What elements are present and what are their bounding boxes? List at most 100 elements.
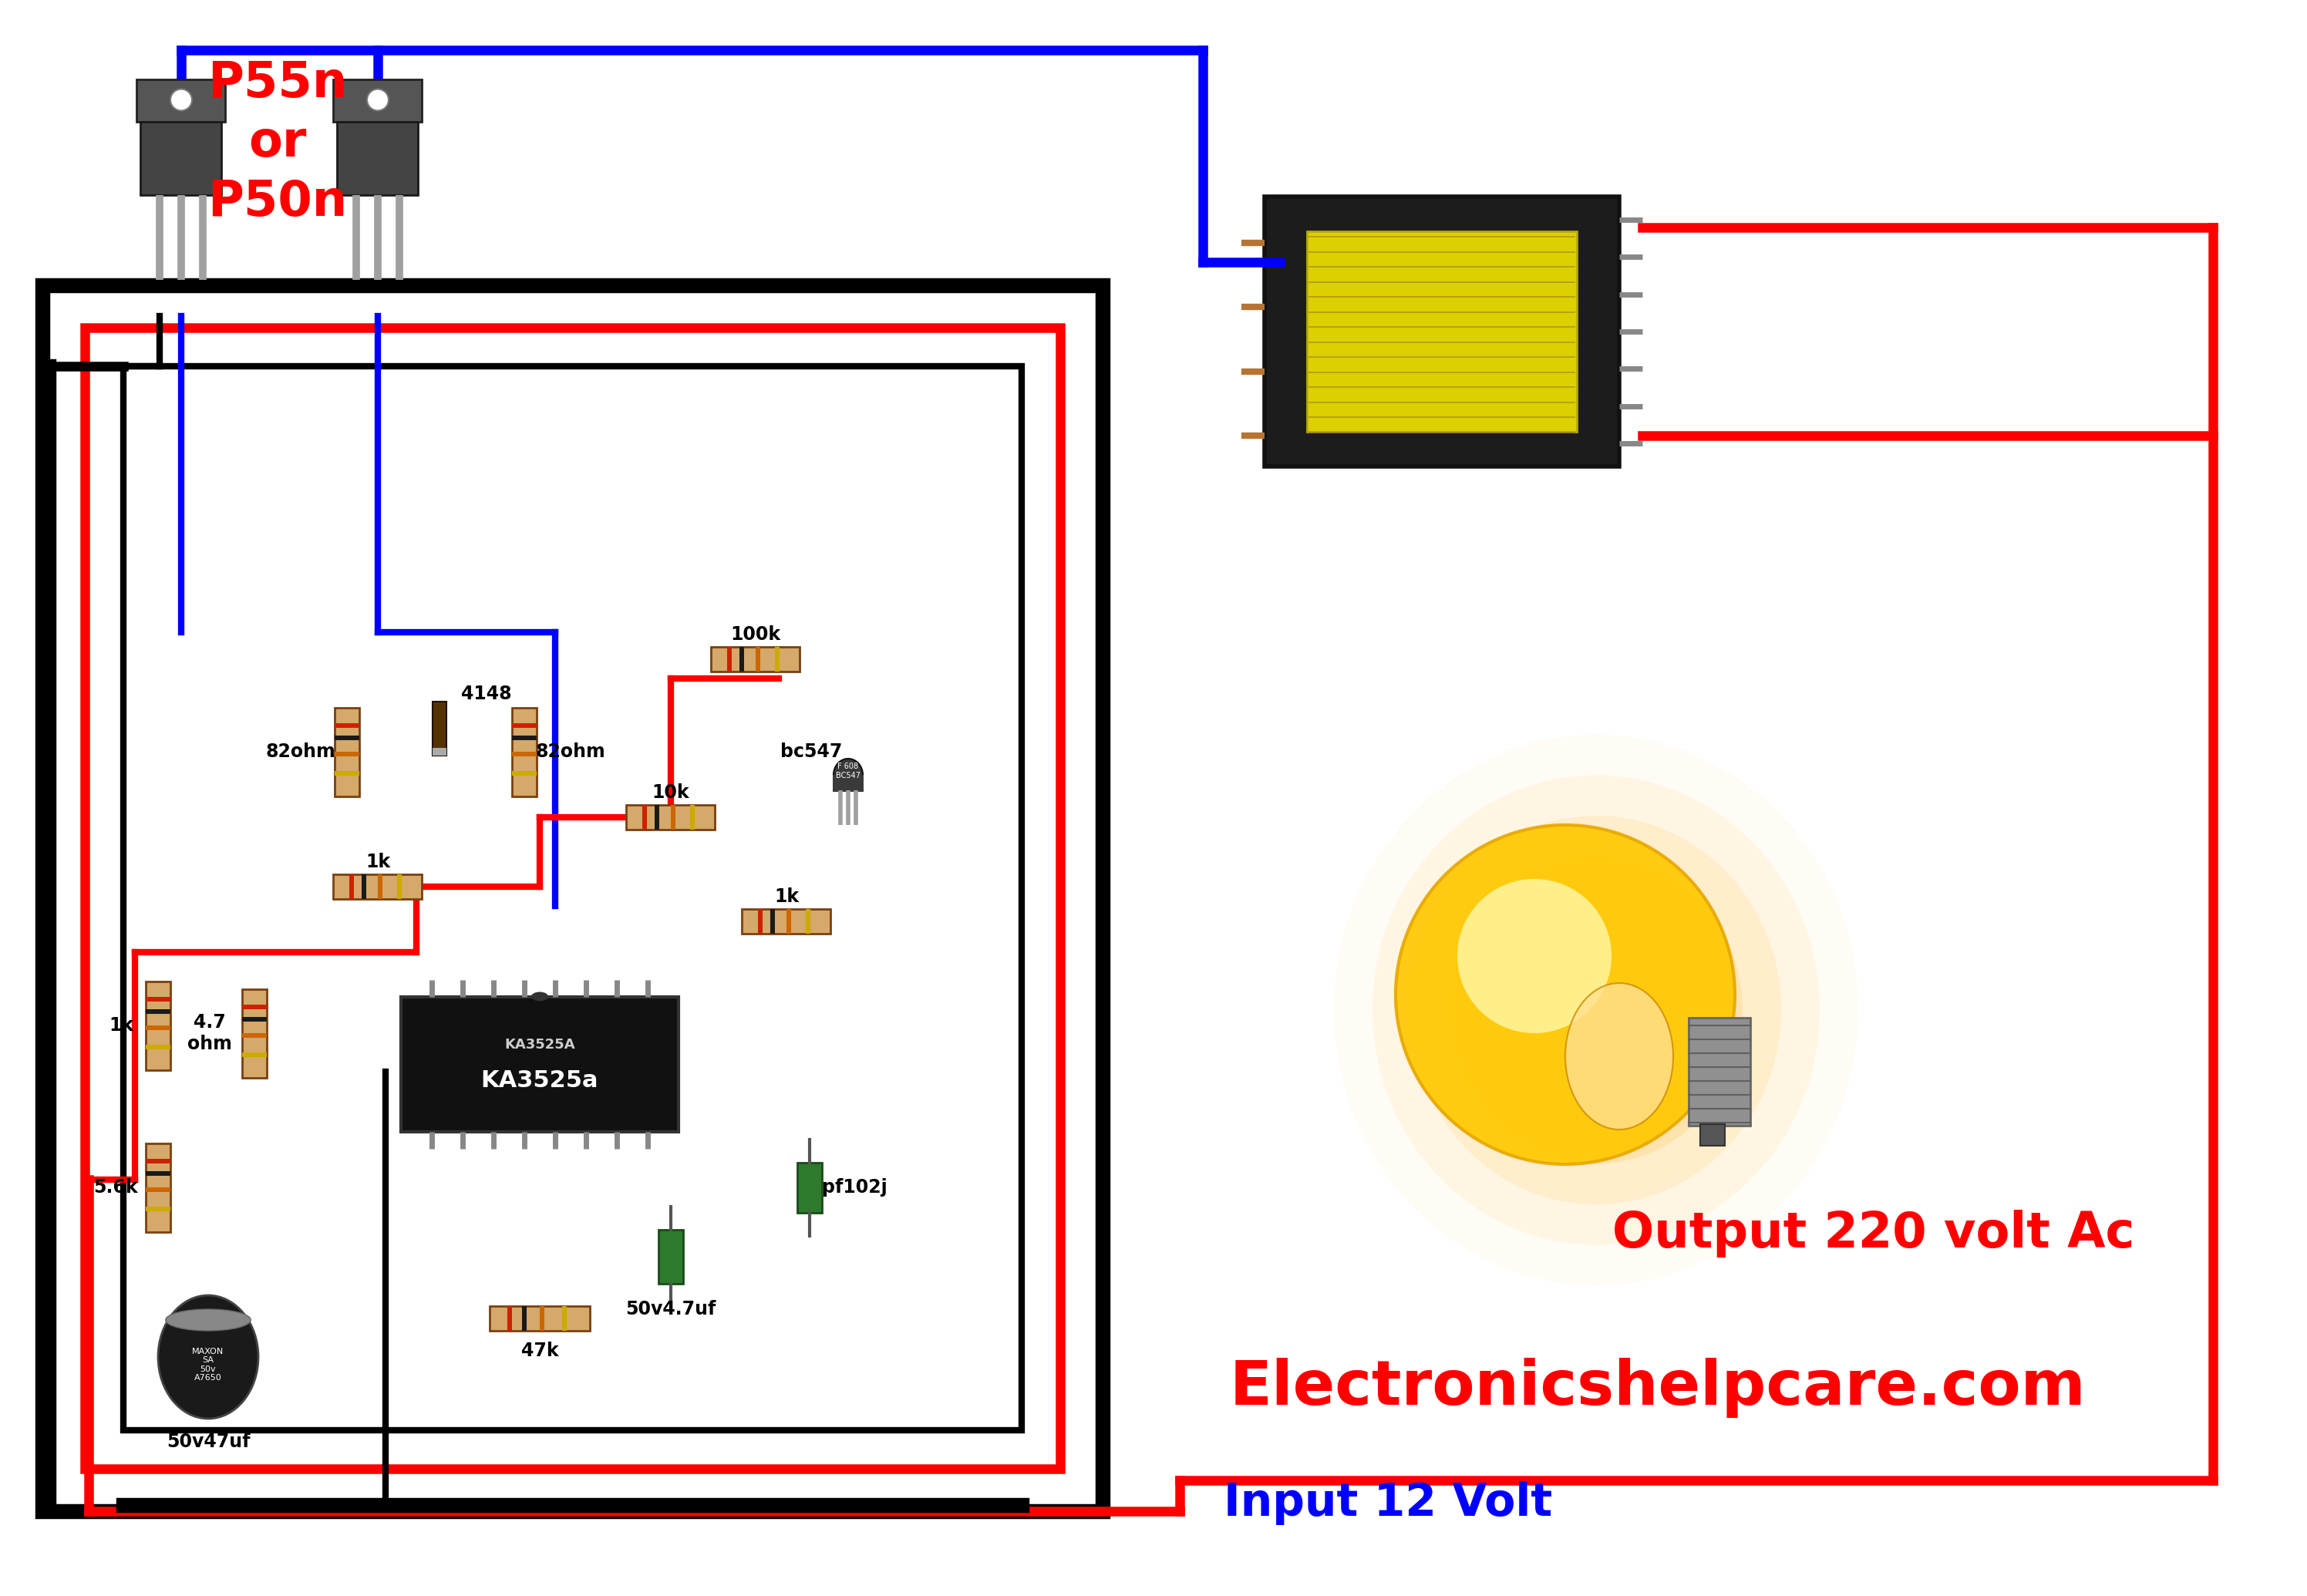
- Text: P55n
or
P50n: P55n or P50n: [208, 59, 348, 225]
- Bar: [655, 804, 660, 830]
- Bar: [145, 1187, 171, 1192]
- Text: KA3525a: KA3525a: [480, 1069, 598, 1092]
- Bar: [378, 875, 383, 899]
- Bar: [798, 1162, 821, 1213]
- Bar: [787, 910, 791, 934]
- Bar: [335, 875, 422, 899]
- Bar: [521, 1306, 526, 1331]
- Text: 4148: 4148: [461, 685, 512, 704]
- Ellipse shape: [1449, 855, 1742, 1163]
- Text: 1k: 1k: [365, 852, 390, 871]
- Text: 47k: 47k: [521, 1342, 558, 1360]
- Bar: [727, 646, 731, 672]
- Bar: [242, 1005, 268, 1009]
- Bar: [759, 910, 764, 934]
- Bar: [671, 804, 676, 830]
- Bar: [242, 990, 268, 1077]
- Bar: [431, 702, 448, 755]
- Ellipse shape: [166, 1309, 251, 1331]
- Bar: [145, 1171, 171, 1176]
- Text: 100k: 100k: [731, 626, 780, 643]
- Bar: [145, 1143, 171, 1232]
- Text: Electronicshelpcare.com: Electronicshelpcare.com: [1230, 1358, 2086, 1417]
- Bar: [335, 736, 360, 741]
- Bar: [540, 1306, 544, 1331]
- Text: MAXON
SA
50v
A7650: MAXON SA 50v A7650: [191, 1347, 224, 1382]
- Text: 5.6k: 5.6k: [95, 1178, 138, 1197]
- Ellipse shape: [1396, 825, 1735, 1163]
- Ellipse shape: [1458, 879, 1613, 1033]
- Text: 4.7
ohm: 4.7 ohm: [187, 1013, 233, 1053]
- Bar: [628, 804, 715, 830]
- Bar: [489, 1306, 591, 1331]
- Text: 50v4.7uf: 50v4.7uf: [625, 1299, 715, 1318]
- Bar: [512, 771, 538, 776]
- Text: Input 12 Volt: Input 12 Volt: [1223, 1481, 1553, 1526]
- Bar: [1700, 1124, 1726, 1146]
- Bar: [1264, 196, 1620, 466]
- Bar: [641, 804, 646, 830]
- Text: Output 220 volt Ac: Output 220 volt Ac: [1613, 1210, 2134, 1258]
- Bar: [771, 910, 775, 934]
- Circle shape: [171, 89, 191, 110]
- Bar: [85, 327, 1061, 1468]
- Bar: [563, 1306, 568, 1331]
- Bar: [805, 910, 810, 934]
- Text: pf102j: pf102j: [821, 1178, 886, 1197]
- Bar: [141, 121, 221, 195]
- Bar: [242, 1033, 268, 1037]
- Bar: [775, 646, 780, 672]
- Bar: [335, 80, 422, 121]
- Text: 82ohm: 82ohm: [535, 742, 604, 761]
- Bar: [145, 1045, 171, 1050]
- Bar: [401, 996, 678, 1132]
- Text: 82ohm: 82ohm: [265, 742, 337, 761]
- Bar: [242, 1053, 268, 1057]
- Bar: [145, 998, 171, 1002]
- Bar: [690, 804, 694, 830]
- Bar: [335, 752, 360, 757]
- Ellipse shape: [1564, 983, 1673, 1130]
- Text: 1k: 1k: [108, 1017, 134, 1034]
- Bar: [512, 736, 538, 741]
- Bar: [833, 776, 863, 792]
- Bar: [397, 875, 401, 899]
- Bar: [743, 910, 831, 934]
- Bar: [335, 723, 360, 728]
- Bar: [348, 875, 353, 899]
- Bar: [757, 646, 761, 672]
- Bar: [335, 771, 360, 776]
- Text: 50v47uf: 50v47uf: [166, 1433, 249, 1451]
- Bar: [512, 707, 538, 796]
- Bar: [136, 80, 226, 121]
- Ellipse shape: [159, 1296, 258, 1419]
- Ellipse shape: [1412, 816, 1781, 1205]
- Bar: [145, 1207, 171, 1211]
- Bar: [145, 1159, 171, 1163]
- Bar: [711, 646, 801, 672]
- Bar: [362, 875, 367, 899]
- Bar: [741, 646, 745, 672]
- Text: 1k: 1k: [775, 887, 798, 907]
- Bar: [242, 1017, 268, 1021]
- Circle shape: [367, 89, 388, 110]
- Bar: [335, 707, 360, 796]
- Bar: [145, 1026, 171, 1029]
- Text: 10k: 10k: [653, 784, 690, 801]
- Ellipse shape: [1373, 776, 1820, 1245]
- Bar: [431, 749, 448, 755]
- Bar: [512, 723, 538, 728]
- Bar: [145, 982, 171, 1069]
- Bar: [42, 286, 1103, 1511]
- Ellipse shape: [833, 758, 863, 792]
- Polygon shape: [1689, 1018, 1751, 1125]
- Bar: [1308, 231, 1576, 433]
- Bar: [508, 1306, 512, 1331]
- Bar: [657, 1231, 683, 1283]
- Bar: [337, 121, 418, 195]
- Text: F 608
BC547: F 608 BC547: [835, 763, 861, 779]
- Text: KA3525A: KA3525A: [505, 1037, 574, 1052]
- Bar: [512, 752, 538, 757]
- Bar: [122, 365, 1022, 1430]
- Ellipse shape: [531, 991, 549, 1001]
